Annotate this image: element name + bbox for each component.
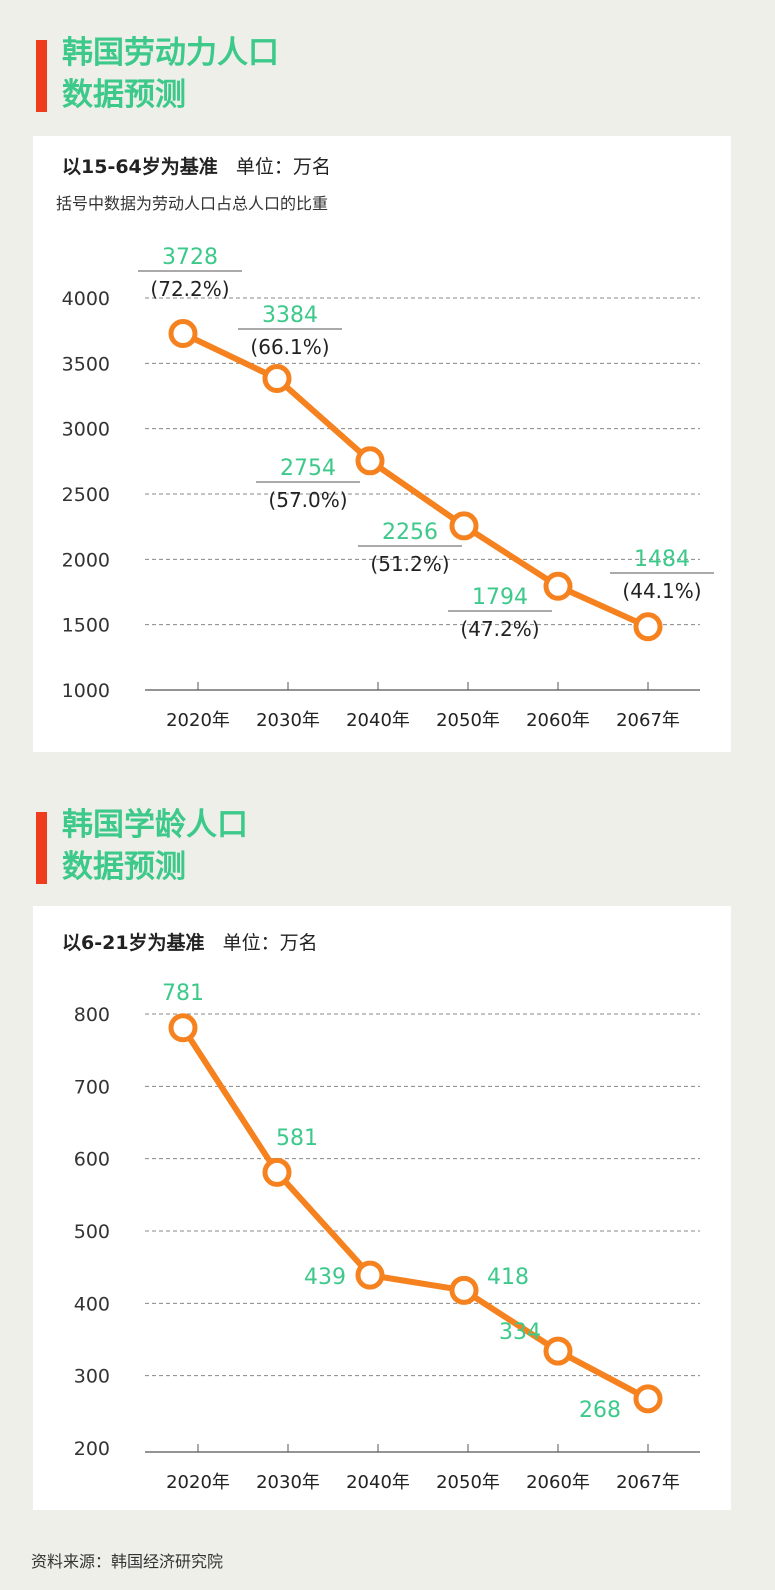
value-label: 2256 [382, 520, 438, 545]
chart2-subtitle: 以6-21岁为基准 单位：万名 [62, 928, 318, 955]
x-tick-label: 2020年 [166, 1472, 230, 1493]
value-label: 334 [499, 1320, 541, 1345]
x-tick-label: 2060年 [526, 1472, 590, 1493]
title-line: 韩国劳动力人口 [62, 35, 279, 71]
x-tick-label: 2067年 [616, 1472, 680, 1493]
y-tick-label: 4000 [62, 288, 110, 310]
chart1-note: 括号中数据为劳动人口占总人口的比重 [56, 194, 329, 213]
y-tick-label: 300 [74, 1366, 110, 1388]
data-point [168, 319, 198, 349]
value-label: 1484 [634, 547, 690, 572]
value-label: 1794 [472, 585, 528, 610]
data-point [543, 571, 573, 601]
x-tick-label: 2050年 [436, 1472, 500, 1493]
share-label: (51.2%) [370, 552, 449, 576]
share-label: (66.1%) [250, 335, 329, 359]
y-tick-label: 3000 [62, 419, 110, 441]
x-tick-label: 2067年 [616, 710, 680, 731]
y-tick-label: 500 [74, 1221, 110, 1243]
y-tick-label: 400 [74, 1293, 110, 1315]
x-tick-label: 2060年 [526, 710, 590, 731]
share-label: (44.1%) [622, 579, 701, 603]
y-tick-label: 2500 [62, 484, 110, 506]
chart2-title: 韩国学龄人口 数据预测 [62, 804, 248, 888]
chart1-title: 韩国劳动力人口 数据预测 [62, 32, 279, 116]
share-label: (57.0%) [268, 488, 347, 512]
x-tick-label: 2050年 [436, 710, 500, 731]
y-tick-label: 1000 [62, 680, 110, 702]
y-tick-label: 1500 [62, 615, 110, 637]
x-tick-label: 2030年 [256, 1472, 320, 1493]
y-tick-label: 3500 [62, 353, 110, 375]
title-line: 数据预测 [62, 77, 186, 113]
value-label: 439 [304, 1265, 346, 1290]
data-point [633, 612, 663, 642]
data-point [633, 1384, 663, 1414]
x-tick-label: 2030年 [256, 710, 320, 731]
x-tick-label: 2020年 [166, 710, 230, 731]
data-point [168, 1013, 198, 1043]
chart1-panel [33, 136, 731, 752]
title-marker [36, 812, 47, 884]
unit: 单位：万名 [222, 932, 318, 954]
data-point [449, 511, 479, 541]
title-line: 数据预测 [62, 849, 186, 885]
title-marker [36, 40, 47, 112]
chart2-panel [33, 906, 731, 1510]
y-tick-label: 700 [74, 1076, 110, 1098]
value-label: 268 [579, 1398, 621, 1423]
basis: 以15-64岁为基准 [62, 156, 218, 178]
data-point [262, 1157, 292, 1187]
y-tick-label: 200 [74, 1438, 110, 1460]
value-label: 581 [276, 1126, 318, 1151]
y-tick-label: 800 [74, 1004, 110, 1026]
data-point [355, 446, 385, 476]
y-tick-label: 2000 [62, 549, 110, 571]
x-tick-label: 2040年 [346, 710, 410, 731]
value-label: 418 [487, 1265, 529, 1290]
value-label: 3384 [262, 303, 318, 328]
share-label: (72.2%) [150, 277, 229, 301]
x-tick-label: 2040年 [346, 1472, 410, 1493]
value-label: 2754 [280, 456, 336, 481]
series-line [180, 1026, 650, 1402]
y-tick-label: 600 [74, 1149, 110, 1171]
data-point [449, 1275, 479, 1305]
series-line [181, 330, 650, 630]
unit: 单位：万名 [235, 156, 331, 178]
data-point [543, 1336, 573, 1366]
share-label: (47.2%) [460, 617, 539, 641]
basis: 以6-21岁为基准 [62, 932, 205, 954]
data-point [355, 1260, 385, 1290]
chart1-subtitle: 以15-64岁为基准 单位：万名 [62, 152, 331, 179]
value-label: 3728 [162, 245, 218, 270]
value-label: 781 [162, 981, 204, 1006]
source-note: 资料来源：韩国经济研究院 [31, 1552, 224, 1571]
title-line: 韩国学龄人口 [62, 807, 248, 843]
data-point [262, 363, 292, 393]
